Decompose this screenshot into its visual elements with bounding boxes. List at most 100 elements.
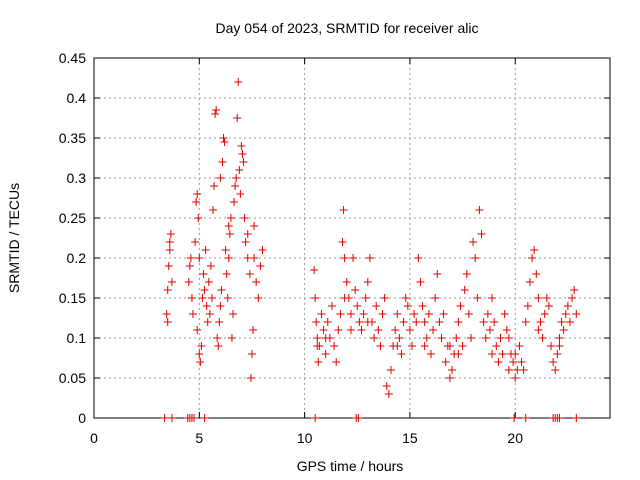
data-point	[422, 334, 431, 342]
data-point	[229, 310, 238, 318]
data-point	[429, 326, 438, 334]
data-point	[346, 326, 355, 334]
data-point	[416, 278, 425, 286]
data-point	[236, 190, 245, 198]
data-point	[194, 214, 203, 222]
data-point	[199, 270, 208, 278]
data-point	[204, 278, 213, 286]
data-point	[231, 182, 240, 190]
data-point	[166, 230, 175, 238]
data-point	[323, 318, 332, 326]
data-point	[477, 230, 486, 238]
data-point	[555, 414, 564, 422]
data-point	[311, 294, 320, 302]
data-point	[241, 238, 250, 246]
data-point	[184, 278, 193, 286]
data-point	[353, 302, 362, 310]
data-point	[528, 254, 537, 262]
data-point	[321, 350, 330, 358]
data-point	[511, 350, 520, 358]
data-point	[207, 294, 216, 302]
data-point	[221, 246, 230, 254]
data-point	[216, 302, 225, 310]
data-point	[517, 358, 526, 366]
data-point	[186, 254, 195, 262]
data-point	[196, 358, 205, 366]
data-point	[200, 414, 209, 422]
y-tick-label: 0.25	[59, 210, 86, 226]
data-point	[475, 206, 484, 214]
y-tick-label: 0.05	[59, 370, 86, 386]
y-tick-label: 0.2	[67, 250, 87, 266]
data-point	[534, 326, 543, 334]
data-point	[397, 350, 406, 358]
data-point	[481, 334, 490, 342]
data-points	[160, 78, 581, 422]
data-point	[490, 318, 499, 326]
data-point	[572, 310, 581, 318]
data-point	[502, 326, 511, 334]
data-point	[191, 238, 200, 246]
data-point	[521, 414, 530, 422]
data-point	[234, 78, 243, 86]
data-point	[547, 342, 556, 350]
data-point	[167, 414, 176, 422]
data-point	[370, 334, 379, 342]
data-point	[312, 318, 321, 326]
x-tick-label: 15	[402, 430, 418, 446]
data-point	[254, 294, 263, 302]
data-point	[510, 414, 519, 422]
data-point	[185, 262, 194, 270]
data-point	[500, 310, 509, 318]
data-point	[319, 326, 328, 334]
data-point	[523, 302, 532, 310]
data-point	[483, 310, 492, 318]
data-point	[219, 134, 228, 142]
data-point	[256, 262, 265, 270]
data-point	[563, 302, 572, 310]
data-point	[216, 174, 225, 182]
data-point	[162, 310, 171, 318]
plot-frame	[93, 57, 611, 419]
data-point	[424, 310, 433, 318]
data-point	[224, 254, 233, 262]
data-point	[555, 334, 564, 342]
data-point	[359, 310, 368, 318]
data-point	[321, 334, 330, 342]
data-point	[327, 302, 336, 310]
data-point	[521, 318, 530, 326]
axis-ticks: 0 0.05 0.1 0.15 0.2 0.25 0.3 0.35 0.4 0.45 0 5 10 15 2…	[59, 50, 610, 446]
y-tick-label: 0.1	[67, 330, 87, 346]
data-point	[220, 138, 229, 146]
data-point	[339, 206, 348, 214]
x-axis-label: GPS time / hours	[297, 458, 404, 474]
data-point	[401, 294, 410, 302]
y-axis-label: SRMTID / TECUs	[6, 183, 22, 293]
data-point	[218, 158, 227, 166]
data-point	[340, 254, 349, 262]
data-point	[342, 278, 351, 286]
data-point	[431, 294, 440, 302]
data-point	[163, 318, 172, 326]
data-point	[354, 414, 363, 422]
data-point	[311, 414, 320, 422]
data-point	[363, 278, 372, 286]
data-point	[233, 114, 242, 122]
data-point	[187, 294, 196, 302]
data-point	[458, 342, 467, 350]
y-tick-label: 0.35	[59, 130, 86, 146]
data-point	[313, 334, 322, 342]
data-point	[536, 318, 545, 326]
data-point	[224, 222, 233, 230]
data-point	[374, 326, 383, 334]
data-point	[215, 318, 224, 326]
data-point	[382, 382, 391, 390]
data-point	[336, 310, 345, 318]
data-point	[349, 254, 358, 262]
data-point	[391, 326, 400, 334]
data-point	[441, 358, 450, 366]
data-point	[498, 350, 507, 358]
data-point	[332, 358, 341, 366]
data-point	[361, 294, 370, 302]
